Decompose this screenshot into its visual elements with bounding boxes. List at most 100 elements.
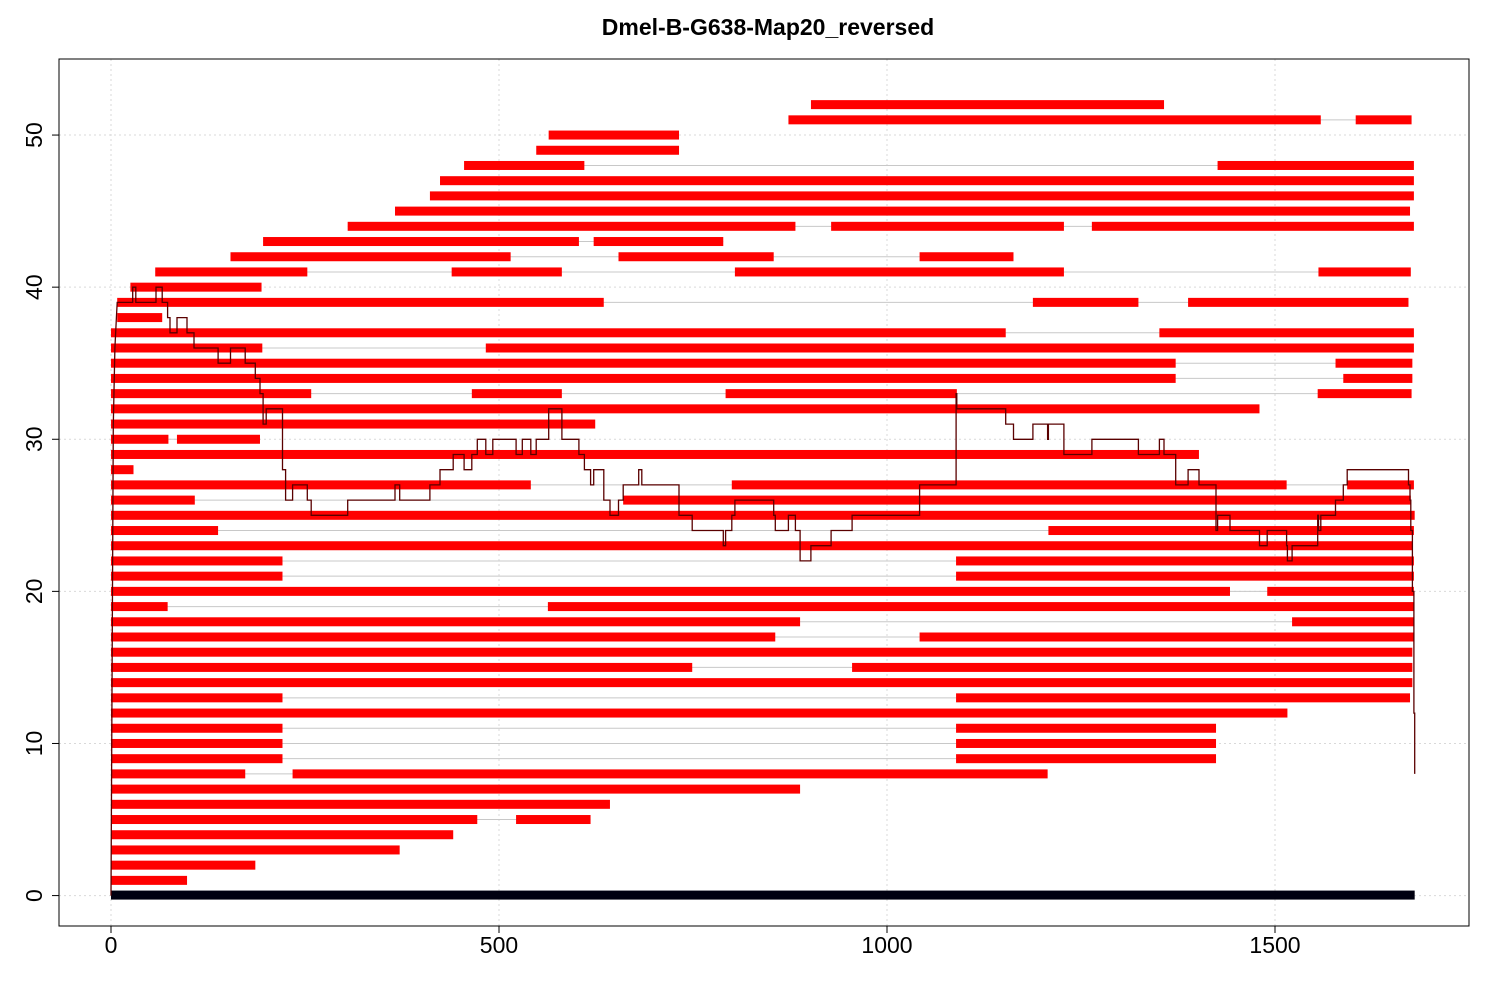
alignment-segment — [110, 799, 610, 809]
alignment-segment — [110, 465, 134, 475]
alignment-segment — [956, 556, 1414, 566]
alignment-segment — [1355, 115, 1412, 125]
alignment-segment — [110, 662, 693, 672]
alignment-segment — [230, 252, 511, 262]
chart-title: Dmel-B-G638-Map20_reversed — [601, 14, 935, 40]
alignment-segment — [731, 480, 1287, 490]
alignment-segment — [110, 860, 256, 870]
plot-frame — [58, 58, 1470, 927]
alignment-segment — [725, 389, 957, 399]
y-tick-label: 50 — [21, 122, 47, 148]
alignment-segment — [110, 328, 1006, 338]
alignment-segment — [919, 632, 1414, 642]
alignment-segment — [117, 313, 163, 323]
alignment-segment — [956, 754, 1217, 764]
alignment-segment — [110, 769, 246, 779]
alignment-segment — [110, 434, 169, 444]
alignment-segment — [471, 389, 562, 399]
alignment-segment — [155, 267, 308, 277]
alignment-segment — [110, 586, 1230, 596]
alignment-segment — [110, 510, 1415, 520]
alignment-segment — [110, 404, 1260, 414]
alignment-segment — [593, 237, 724, 247]
alignment-segment — [110, 358, 1176, 368]
x-tick-label: 1000 — [861, 932, 912, 958]
alignment-segment — [956, 693, 1411, 703]
x-tick-label: 500 — [480, 932, 518, 958]
alignment-segment — [440, 176, 1414, 186]
alignment-segment — [110, 449, 1199, 459]
alignment-segment — [1292, 617, 1414, 627]
alignment-segment — [1347, 480, 1414, 490]
alignment-segment — [110, 815, 478, 825]
segment-layer — [110, 100, 1415, 885]
alignment-segment — [176, 434, 260, 444]
alignment-segment — [1335, 358, 1413, 368]
alignment-segment — [485, 343, 1414, 353]
alignment-segment — [110, 373, 1176, 383]
alignment-segment — [263, 237, 579, 247]
alignment-segment — [292, 769, 1048, 779]
alignment-segment — [110, 845, 400, 855]
alignment-segment — [429, 191, 1414, 201]
alignment-segment — [110, 678, 1413, 688]
alignment-segment — [110, 875, 188, 885]
y-tick-label: 10 — [21, 731, 47, 757]
alignment-segment — [1188, 297, 1409, 307]
alignment-segment — [130, 282, 262, 292]
y-tick-label: 40 — [21, 274, 47, 300]
x-axis: 0 500 1000 1500 — [105, 925, 1301, 958]
y-tick-label: 0 — [21, 889, 47, 902]
alignment-segment — [110, 647, 1413, 657]
alignment-segment — [1217, 160, 1414, 170]
reference-bar — [110, 890, 1415, 900]
alignment-segment — [110, 738, 283, 748]
alignment-segment — [1032, 297, 1139, 307]
alignment-segment — [110, 693, 283, 703]
y-tick-label: 20 — [21, 579, 47, 605]
alignment-segment — [110, 754, 283, 764]
alignment-segment — [1343, 373, 1413, 383]
alignment-segment — [919, 252, 1014, 262]
alignment-segment — [618, 252, 774, 262]
alignment-segment — [956, 723, 1217, 733]
alignment-segment — [1318, 267, 1411, 277]
alignment-segment — [110, 708, 1288, 718]
alignment-segment — [110, 556, 283, 566]
reference-layer — [110, 890, 1415, 900]
coverage-line — [110, 286, 1416, 896]
alignment-segment — [117, 297, 604, 307]
alignment-segment — [395, 206, 1411, 216]
alignment-segment — [1159, 328, 1414, 338]
alignment-segment — [810, 100, 1165, 110]
alignment-segment — [347, 221, 796, 231]
alignment-segment — [110, 389, 312, 399]
alignment-segment — [110, 480, 531, 490]
alignment-segment — [734, 267, 1064, 277]
alignment-segment — [110, 541, 1413, 551]
alignment-segment — [110, 723, 283, 733]
y-axis: 0 10 20 30 40 50 — [21, 122, 60, 902]
x-tick-label: 1500 — [1249, 932, 1300, 958]
alignment-segment — [110, 617, 801, 627]
alignment-segment — [110, 830, 454, 840]
alignment-segment — [956, 738, 1217, 748]
alignment-segment — [852, 662, 1413, 672]
x-tick-label: 0 — [105, 932, 118, 958]
alignment-segment — [536, 145, 680, 155]
grid-layer — [59, 59, 1469, 926]
alignment-segment — [110, 784, 801, 794]
alignment-segment — [464, 160, 585, 170]
alignment-segment — [110, 632, 776, 642]
alignment-segment — [1317, 389, 1412, 399]
alignment-segment — [831, 221, 1064, 231]
alignment-segment — [516, 815, 591, 825]
alignment-segment — [110, 526, 219, 536]
alignment-segment — [110, 343, 263, 353]
alignment-segment — [110, 602, 168, 612]
alignment-segment — [110, 419, 596, 429]
alignment-segment — [110, 495, 195, 505]
alignment-segment — [451, 267, 562, 277]
alignment-segment — [1267, 586, 1414, 596]
